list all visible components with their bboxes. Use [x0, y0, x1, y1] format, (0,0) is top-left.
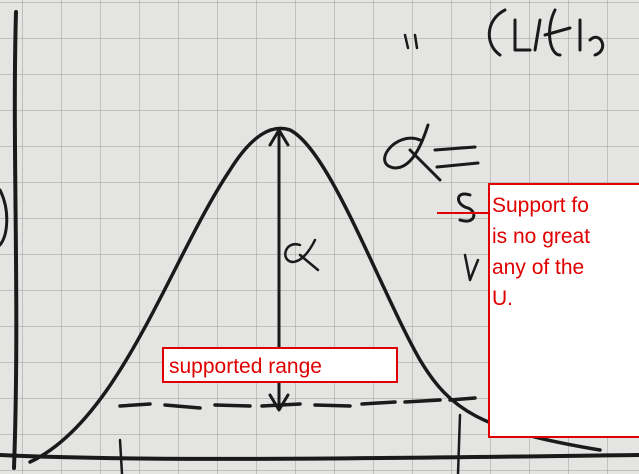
- support-note-line: any of the: [492, 256, 584, 279]
- range-label: supported range: [169, 355, 322, 378]
- support-note-line: is no great: [492, 225, 590, 248]
- support-note-box: [488, 183, 639, 438]
- support-note-line: Support fo: [492, 194, 589, 217]
- range-label-box: [162, 347, 398, 383]
- support-note-line: U.: [492, 287, 513, 310]
- handwriting: [0, 8, 639, 474]
